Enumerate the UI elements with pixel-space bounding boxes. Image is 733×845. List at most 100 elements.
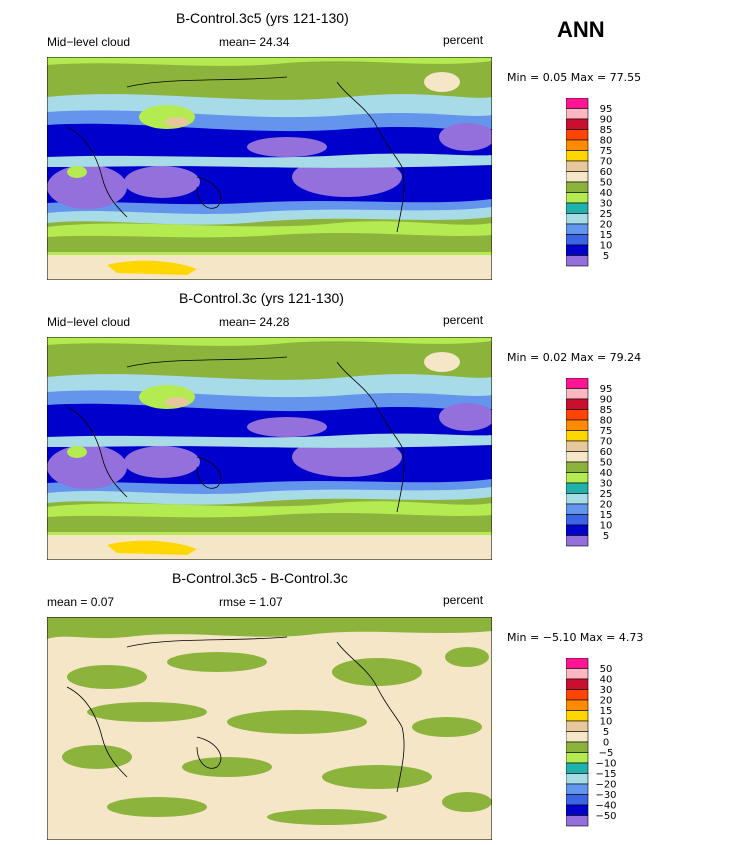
colorbar-tick-label: 15 bbox=[600, 510, 613, 521]
panel-2-mean-label: mean= 24.28 bbox=[219, 315, 290, 329]
season-label: ANN bbox=[557, 17, 605, 42]
min-patch-atlantic-n bbox=[439, 123, 492, 151]
colorbar-swatch bbox=[566, 378, 589, 389]
colorbar-swatch bbox=[566, 731, 589, 743]
colorbar-swatch bbox=[566, 794, 589, 806]
colorbar-swatch bbox=[566, 752, 589, 764]
colorbar-swatch bbox=[566, 419, 589, 431]
min-patch-atlantic bbox=[47, 445, 127, 489]
panel-1-variable-label: Mid−level cloud bbox=[47, 35, 131, 49]
colorbar-tick-label: 0 bbox=[603, 738, 609, 749]
colorbar-tick-label: −20 bbox=[595, 780, 616, 791]
australia-coast bbox=[196, 176, 222, 209]
colorbar-swatch bbox=[566, 783, 589, 795]
eurasia-coast bbox=[126, 636, 288, 648]
coastlines bbox=[66, 76, 405, 233]
panel-1-map bbox=[47, 57, 492, 280]
colorbar-swatch bbox=[566, 720, 589, 732]
colorbar-tick-label: 5 bbox=[603, 531, 609, 542]
diff-patch bbox=[67, 665, 147, 689]
colorbar-swatch bbox=[566, 108, 589, 120]
southern-band bbox=[47, 233, 492, 252]
asia-patch bbox=[139, 105, 195, 129]
antarctic-max-patch bbox=[107, 540, 197, 555]
asia-patch bbox=[139, 385, 195, 409]
panel-1-title: B-Control.3c5 (yrs 121-130) bbox=[176, 10, 349, 26]
australia-coast bbox=[196, 736, 222, 769]
colorbar-tick-label: 25 bbox=[600, 489, 613, 500]
colorbar-swatch bbox=[566, 773, 589, 785]
colorbar-tick-label: 50 bbox=[600, 458, 613, 469]
colorbar-swatch bbox=[566, 398, 589, 410]
greenland-patch bbox=[424, 72, 460, 92]
colorbar-tick-label: 30 bbox=[600, 685, 613, 696]
colorbar-swatch bbox=[566, 678, 589, 690]
panel-2-title: B-Control.3c (yrs 121-130) bbox=[179, 290, 344, 306]
difference-patches bbox=[47, 617, 492, 825]
coastlines bbox=[66, 356, 405, 513]
colorbar-tick-label: 20 bbox=[600, 220, 613, 231]
colorbar-tick-label: −15 bbox=[595, 769, 616, 780]
colorbar-tick-label: 20 bbox=[600, 696, 613, 707]
colorbar-swatch bbox=[566, 150, 589, 162]
colorbar-swatch bbox=[566, 689, 589, 701]
colorbar-tick-label: 70 bbox=[600, 437, 613, 448]
panel-3-mean-label: mean = 0.07 bbox=[47, 595, 115, 609]
africa-coast bbox=[66, 686, 128, 778]
colorbar-swatch bbox=[566, 223, 589, 235]
colorbar-swatch bbox=[566, 472, 589, 484]
min-patch-indian bbox=[124, 446, 200, 478]
colorbar-tick-label: 10 bbox=[600, 521, 613, 532]
colorbar-swatch bbox=[566, 430, 589, 442]
itcz-band bbox=[47, 433, 492, 448]
panel-3-units-label: percent bbox=[443, 593, 484, 607]
colorbar-swatch bbox=[566, 451, 589, 463]
colorbar-tick-label: −10 bbox=[595, 759, 616, 770]
colorbar-tick-label: 60 bbox=[600, 167, 613, 178]
colorbar-swatch bbox=[566, 98, 589, 109]
americas-coast bbox=[336, 641, 405, 793]
colorbar-tick-label: 10 bbox=[600, 241, 613, 252]
colorbar-swatch bbox=[566, 762, 589, 774]
eurasia-coast bbox=[126, 76, 288, 88]
colorbar-tick-label: 85 bbox=[600, 405, 613, 416]
colorbar-tick-label: 75 bbox=[600, 426, 613, 437]
colorbar-tick-label: 5 bbox=[603, 727, 609, 738]
americas-coast bbox=[336, 81, 405, 233]
min-patch-pacific-n bbox=[247, 417, 327, 437]
colorbar-tick-label: 40 bbox=[600, 468, 613, 479]
diff-patch bbox=[267, 809, 387, 825]
colorbar-swatch bbox=[566, 482, 589, 494]
colorbar-swatch bbox=[566, 668, 589, 680]
min-patch-atlantic-n bbox=[439, 403, 492, 431]
colorbar-tick-label: −5 bbox=[599, 748, 614, 759]
diff-patch bbox=[47, 617, 492, 639]
colorbar-tick-label: 50 bbox=[600, 178, 613, 189]
colorbar-tick-label: 10 bbox=[600, 717, 613, 728]
panel-3-rmse-label: rmse = 1.07 bbox=[219, 595, 283, 609]
colorbar-swatch bbox=[566, 503, 589, 515]
eurasia-coast bbox=[126, 356, 288, 368]
colorbar-tick-label: −40 bbox=[595, 801, 616, 812]
asia-high bbox=[165, 397, 189, 407]
colorbar-tick-label: 5 bbox=[603, 251, 609, 262]
colorbar-swatch bbox=[566, 171, 589, 183]
southern-band bbox=[47, 513, 492, 532]
colorbar-tick-label: 60 bbox=[600, 447, 613, 458]
colorbar-swatch bbox=[566, 535, 589, 547]
diff-patch bbox=[62, 745, 132, 769]
colorbar-swatch bbox=[566, 388, 589, 400]
colorbar-tick-label: 40 bbox=[600, 188, 613, 199]
itcz-band bbox=[47, 153, 492, 168]
arctic-band bbox=[47, 57, 492, 66]
colorbar-tick-label: 75 bbox=[600, 146, 613, 157]
colorbar-tick-label: 15 bbox=[600, 706, 613, 717]
colorbar-swatch bbox=[566, 234, 589, 246]
panel-1-units-label: percent bbox=[443, 33, 484, 47]
diff-patch bbox=[332, 658, 422, 686]
africa-coast bbox=[66, 126, 128, 218]
colorbar-swatch bbox=[566, 461, 589, 473]
colorbar-swatch bbox=[566, 409, 589, 421]
panel-2-map bbox=[47, 337, 492, 560]
colorbar-swatch bbox=[566, 192, 589, 204]
